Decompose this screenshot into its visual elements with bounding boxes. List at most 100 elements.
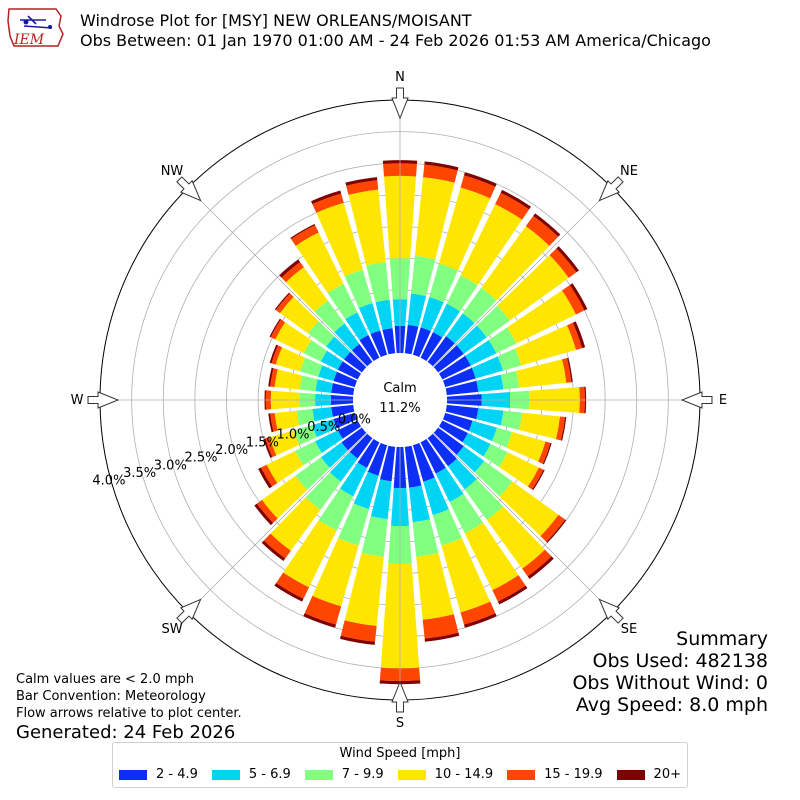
wind-bar-segment [351,343,373,367]
wind-bar-segment [506,431,546,462]
compass-s: S [396,716,404,731]
wind-bar-segment [516,359,567,388]
compass-se: SE [621,622,637,637]
wind-bar-segment [447,458,477,490]
wind-bar-segment [500,189,531,210]
wind-bar-segment [424,161,459,171]
flow-arrow-icon [391,680,409,713]
flow-arrow-icon [87,391,120,409]
wind-bar-segment [442,412,473,431]
legend-swatch [507,769,536,780]
wind-bar-segment [538,441,551,464]
wind-bar-segment [445,380,479,396]
legend-label: 2 - 4.9 [156,767,198,782]
wind-bar-segment [343,351,367,373]
wind-bar-segment [339,462,368,497]
wind-bar-segment [290,224,316,240]
radial-tick-label: 0.5% [307,420,340,435]
radial-tick-label: 4.0% [92,474,125,489]
legend-item: 10 - 14.9 [397,767,493,782]
legend-swatch [119,769,147,780]
wind-bar-segment [476,408,504,426]
wind-bar-segment [312,538,359,607]
wind-bar-segment [340,620,377,642]
wind-bar-segment [331,383,355,396]
wind-bar-segment [492,575,526,602]
wind-bar-segment [274,582,304,602]
wind-bar-segment [429,263,458,303]
wind-bar-segment [420,438,446,474]
wind-bar-segment [420,332,443,362]
wind-bar-segment [262,475,308,519]
flow-arrow-icon [598,176,624,202]
wind-bar-segment [433,427,464,455]
wind-bar-segment [254,503,274,526]
wind-bar-segment [270,368,278,388]
wind-bar-segment [269,344,278,364]
wind-bar-segment [341,427,367,451]
wind-bar-segment [353,471,379,510]
summary-block: Summary Obs Used: 482138 Obs Without Win… [572,628,768,716]
wind-bar-segment [344,269,373,309]
wind-bar-segment [276,572,310,599]
wind-bar-segment [424,632,460,642]
wind-bar-segment [433,345,464,373]
wind-bar-segment [344,552,384,627]
grid-spoke [187,432,368,613]
wind-bar-segment [488,327,517,354]
wind-bar-segment [567,322,583,350]
wind-bar-segment [527,556,554,579]
wind-bar-segment [445,404,479,420]
wind-bar-segment [491,427,513,448]
wind-bar-segment [370,330,388,358]
wind-bar-segment [265,437,277,458]
calm-note: Calm values are < 2.0 mph [16,672,195,687]
wind-bar-segment [527,467,544,490]
flow-arrow-icon [176,598,202,624]
wind-bar-segment [346,180,379,195]
bar-convention-note: Bar Convention: Meteorology [16,689,206,704]
flow-arrows-note: Flow arrows relative to plot center. [16,706,242,721]
wind-bar-segment [407,293,427,327]
logo-text: IEM [13,32,45,48]
wind-bar-segment [449,493,484,534]
radial-tick-labels: 0.0%0.5%1.0%1.5%2.0%2.5%3.0%3.5%4.0% [92,412,371,488]
wind-bar-segment [549,248,577,278]
legend-label: 7 - 9.9 [341,767,384,782]
wind-bar-segment [422,614,459,639]
wind-bar-segment [446,275,478,312]
iem-logo: IEM [7,8,64,48]
wind-bar-segment [382,328,396,355]
wind-bar-segment [468,420,497,442]
obs-without-wind: Obs Without Wind: 0 [572,672,768,694]
wind-bar-segment [432,303,461,338]
wind-bar-segment [420,297,444,332]
chart-title-block: Windrose Plot for [MSY] NEW ORLEANS/MOIS… [80,11,711,51]
legend-item: 2 - 4.9 [119,767,198,782]
wind-bar-segment [274,369,303,390]
legend-label: 20+ [653,767,681,782]
wind-bar-segment [441,538,491,613]
wind-bar-segment [375,299,393,330]
wind-bar-segment [303,613,337,628]
wind-bar-segment [546,519,567,543]
radial-tick-label: 1.0% [277,428,310,443]
grid-spoke [187,187,368,368]
wind-bar-segment [295,441,322,466]
wind-bar-segment [349,433,373,459]
wind-bar-segment [329,451,358,482]
wind-bar-segment [269,430,300,456]
wind-bar-segment [423,477,449,516]
wind-bar-segment [271,345,283,365]
wind-bar-segment [533,213,561,237]
wind-bar-segment [275,347,306,372]
flow-arrow-icon [391,87,409,120]
avg-speed: Avg Speed: 8.0 mph [575,694,768,716]
wind-bar-segment [507,290,576,344]
wind-bar-segment [476,374,504,392]
compass-w: W [71,393,84,408]
radial-tick-label: 3.5% [123,466,156,481]
wind-bar-segment [274,292,290,311]
wind-bar-segment [500,370,520,390]
wind-bar-segment [295,457,330,490]
